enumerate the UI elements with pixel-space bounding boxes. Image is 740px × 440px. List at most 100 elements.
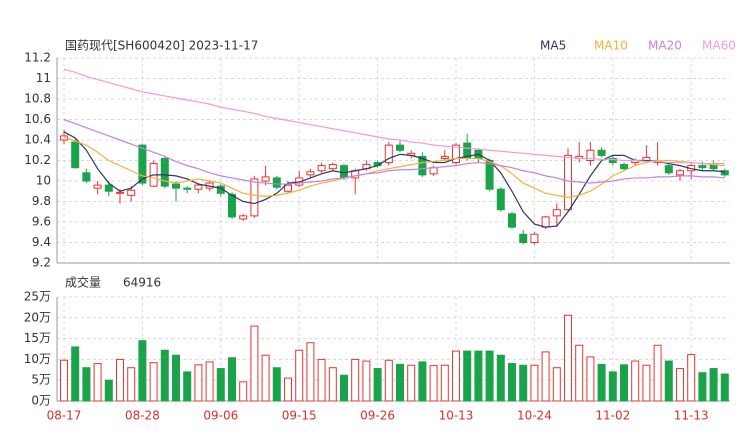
- volume-bar: [149, 362, 158, 402]
- volume-bar: [138, 340, 147, 402]
- legend-entry: MA20: [648, 39, 682, 53]
- y-tick-label: 11.2: [24, 51, 51, 65]
- volume-bar: [93, 363, 102, 402]
- candle-body: [508, 213, 516, 228]
- candle-body: [552, 209, 561, 217]
- volume-bar: [508, 363, 516, 402]
- candle-body: [239, 215, 248, 220]
- candle-body: [485, 160, 494, 190]
- volume-bar: [373, 368, 382, 402]
- ma-line: [63, 68, 725, 165]
- candle-body: [664, 165, 673, 174]
- volume-bar: [82, 367, 91, 402]
- volume-bar: [216, 368, 225, 402]
- candle-body: [317, 165, 326, 172]
- legend-entry: MA60: [702, 39, 736, 53]
- volume-last-value: 64916: [123, 276, 161, 290]
- candle-body: [82, 172, 91, 182]
- volume-bar: [552, 367, 561, 402]
- volume-bar: [351, 358, 360, 402]
- volume-bar: [272, 367, 281, 402]
- chart-title: 国药现代[SH600420] 2023-11-17: [65, 39, 258, 53]
- volume-bar: [183, 371, 192, 402]
- volume-bar: [396, 363, 404, 402]
- y-tick-label: 10.8: [24, 92, 51, 106]
- candle-body: [306, 171, 315, 176]
- y-tick-label: 9.2: [32, 256, 51, 270]
- volume-bar: [586, 356, 595, 402]
- candle-body: [452, 144, 460, 164]
- volume-bar: [698, 372, 707, 402]
- candle-body: [93, 184, 102, 189]
- volume-bar: [620, 364, 628, 402]
- volume-bar: [328, 367, 337, 402]
- volume-bar: [676, 368, 684, 402]
- volume-bar: [228, 357, 236, 402]
- volume-bar: [418, 361, 427, 402]
- x-tick-label: 11-13: [674, 409, 709, 423]
- y-tick-label: 10.4: [24, 133, 51, 147]
- volume-bar: [172, 354, 180, 402]
- candle-body: [530, 233, 539, 244]
- y-tick-label: 25万: [24, 290, 51, 304]
- x-tick-label: 08-28: [125, 409, 160, 423]
- candle-body: [608, 157, 617, 164]
- y-tick-label: 10.6: [24, 112, 51, 126]
- volume-bar: [384, 359, 393, 402]
- volume-bar: [362, 360, 371, 402]
- ma-line: [63, 136, 725, 199]
- volume-bar: [463, 350, 472, 402]
- volume-bar: [664, 360, 673, 402]
- candle-body: [720, 170, 729, 176]
- candle-body: [429, 167, 438, 175]
- x-tick-label: 09-26: [360, 409, 395, 423]
- volume-bar: [60, 359, 68, 402]
- ma-line: [63, 131, 725, 228]
- volume-bar: [306, 342, 315, 402]
- volume-bar: [474, 350, 483, 402]
- volume-bar: [116, 358, 124, 402]
- volume-bar: [631, 360, 640, 402]
- candle-body: [620, 164, 628, 170]
- y-tick-label: 9.8: [32, 194, 51, 208]
- volume-bar: [575, 344, 584, 402]
- volume-bar: [485, 350, 494, 402]
- volume-bar: [239, 381, 248, 402]
- volume-bar: [496, 354, 505, 402]
- candle-body: [127, 189, 136, 196]
- ma-line: [63, 118, 725, 185]
- y-tick-label: 20万: [24, 310, 51, 324]
- candle-body: [261, 176, 270, 182]
- volume-bar: [250, 325, 259, 402]
- candle-body: [519, 233, 528, 244]
- candle-body: [597, 149, 606, 156]
- candle-body: [272, 177, 281, 188]
- volume-bar: [295, 349, 304, 402]
- candle-body: [328, 164, 337, 170]
- volume-bar: [709, 368, 718, 402]
- volume-bar: [429, 365, 438, 402]
- legend-entry: MA10: [594, 39, 628, 53]
- candle-body: [541, 216, 550, 228]
- candle-body: [138, 144, 147, 184]
- y-tick-label: 9.6: [32, 215, 51, 229]
- volume-bar: [687, 353, 696, 402]
- volume-bar: [452, 350, 460, 402]
- candle-body: [183, 187, 192, 190]
- volume-bar: [127, 367, 136, 402]
- candle-body: [104, 184, 113, 192]
- volume-bar: [608, 371, 617, 402]
- y-tick-label: 5万: [31, 373, 51, 387]
- volume-bar: [104, 379, 113, 402]
- volume-bar: [720, 373, 729, 402]
- candle-body: [228, 193, 236, 218]
- candle-body: [586, 149, 595, 161]
- candle-body: [284, 184, 292, 192]
- x-tick-label: 08-17: [47, 409, 82, 423]
- x-tick-label: 10-24: [517, 409, 552, 423]
- candle-body: [698, 165, 707, 169]
- x-tick-label: 10-13: [439, 409, 474, 423]
- candle-body: [564, 154, 572, 211]
- x-tick-label: 09-06: [203, 409, 238, 423]
